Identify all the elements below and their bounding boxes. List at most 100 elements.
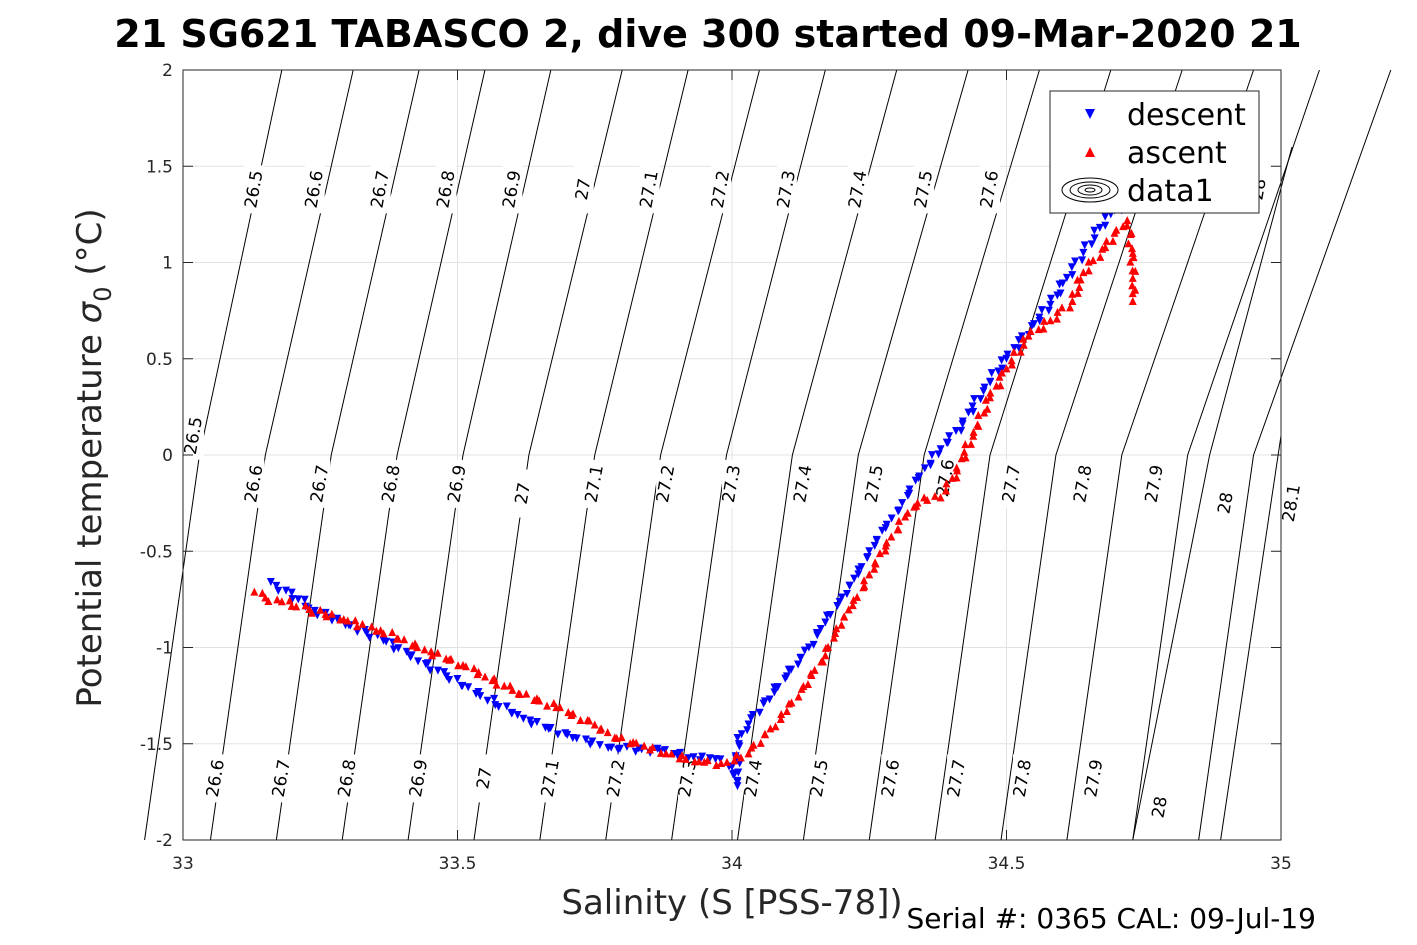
isopycnal-label-bottom-bg [743,754,764,803]
ascent-marker [844,605,853,614]
isopycnal-label-middle-bg [244,459,265,508]
ascent-marker [648,743,657,752]
ascent-marker [681,754,690,763]
ascent-marker [1007,360,1016,369]
descent-marker [987,369,996,378]
ascent-marker [500,681,509,690]
isopycnal-label-bottom-bg [205,754,226,803]
descent-marker [770,688,779,697]
descent-marker [615,744,624,753]
ascent-marker [941,486,950,495]
isopycnal-label-bottom-bg [1012,754,1033,803]
descent-marker [733,782,742,791]
ascent-marker [894,525,903,534]
descent-marker [572,734,581,743]
descent-marker [980,383,989,392]
ascent-marker [1102,236,1111,245]
ascent-marker [913,498,922,507]
ascent-marker [617,733,626,742]
descent-marker [483,696,492,705]
ascent-marker [894,516,903,525]
descent-marker [581,735,590,744]
isopycnal-label-middle: 27 [512,481,535,506]
ascent-marker [832,624,841,633]
ascent-marker [307,608,316,617]
isopycnal-label-bottom-bg [606,754,627,803]
ascent-marker [1040,316,1049,325]
descent-marker [266,578,275,587]
descent-marker [927,451,936,460]
isopycnal-label-middle-bg [584,459,605,508]
ascent-marker [277,597,286,606]
ascent-marker [258,588,267,597]
ascent-marker [881,546,890,555]
ascent-marker [952,463,961,472]
descent-marker [1003,350,1012,359]
ascent-marker [810,665,819,674]
ascent-marker [353,622,362,631]
ascent-marker [960,447,969,456]
ascent-marker [1126,230,1135,239]
ascent-marker [1096,252,1105,261]
ascent-marker [576,715,585,724]
descent-marker [994,367,1003,376]
descent-marker [734,768,743,777]
ascent-marker [1073,288,1082,297]
isopycnal-label-bottom-bg [337,754,358,803]
ascent-marker [508,685,517,694]
ascent-marker [887,532,896,541]
isopycnal-label-middle-bg [722,459,742,508]
ascent-marker [1009,347,1018,356]
descent-marker [1035,313,1044,322]
descent-marker [494,702,503,711]
descent-marker [957,426,966,435]
ascent-marker [760,729,769,738]
x-tick-label: 34.5 [988,854,1026,874]
descent-marker [1101,221,1110,230]
descent-marker [1071,257,1080,266]
ascent-marker [849,595,858,604]
descent-marker [894,506,903,515]
descent-marker [282,586,291,595]
descent-marker [365,633,374,642]
isopycnal-label-middle-bg [381,459,402,508]
ascent-marker [535,696,544,705]
descent-marker [1014,344,1023,353]
ascent-marker [806,669,815,678]
descent-marker [1101,212,1110,221]
descent-marker [445,675,454,684]
isopycnal-line [1198,69,1392,841]
isopycnal-label-top-bg [914,165,935,214]
ascent-marker [923,495,932,504]
ascent-marker [1101,243,1110,252]
ascent-marker [1128,289,1137,298]
ascent-marker [771,722,780,731]
isopycnal-label-bottom-bg [678,754,699,803]
y-axis-label: Potential temperature σ0 (°C) [70,208,117,707]
ascent-marker [474,667,483,676]
ascent-marker [351,616,360,625]
descent-marker [532,718,541,727]
ascent-marker [640,741,649,750]
descent-marker [857,563,866,572]
descent-marker [1090,234,1099,243]
descent-marker [1079,248,1088,257]
isopycnal-label-middle-bg [864,459,885,508]
descent-marker [394,644,403,653]
descent-marker [1017,332,1026,341]
ascent-marker [848,601,857,610]
descent-marker [661,746,670,755]
ascent-marker [997,368,1006,377]
isopycnal-labels: 26.5 26.6 26.7 26.8 26.9 27 27.1 27.2 27.3 27.4 27… [181,165,1305,832]
descent-marker [1046,300,1055,309]
ascent-marker [730,756,739,765]
descent-marker [458,681,467,690]
ascent-marker [882,538,891,547]
chart-title: 21 SG621 TABASCO 2, dive 300 started 09-… [114,12,1301,56]
y-tick-label: 1.5 [146,157,173,177]
ascent-marker [433,648,442,657]
ascent-marker [678,751,687,760]
ascent-marker [860,581,869,590]
isopycnal-label-top: 27 [572,177,595,202]
ascent-marker [1084,266,1093,275]
